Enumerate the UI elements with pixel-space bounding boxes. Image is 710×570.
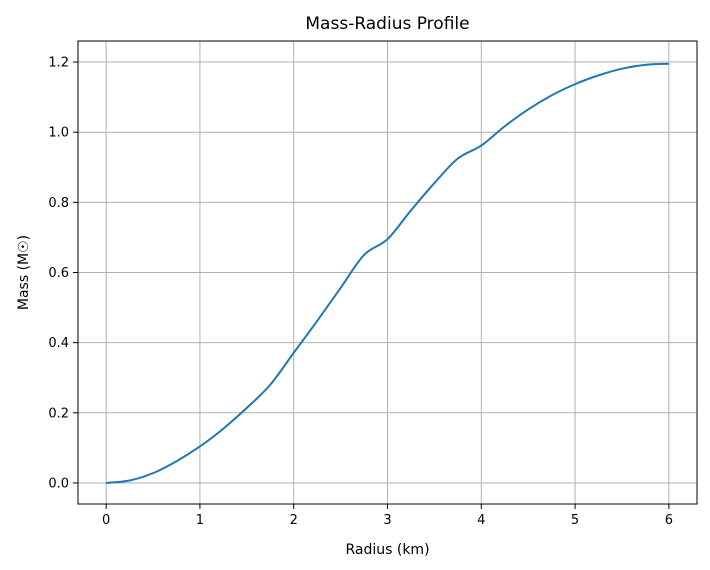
grid bbox=[78, 41, 697, 504]
y-tick-label: 1.2 bbox=[48, 56, 69, 71]
y-tick-label: 0.2 bbox=[48, 406, 69, 421]
x-tick-label: 3 bbox=[383, 513, 391, 528]
x-tick-label: 0 bbox=[102, 513, 110, 528]
x-tick-label: 1 bbox=[196, 513, 204, 528]
ticks: 0 1 2 3 4 5 6 0.0 0.2 0.4 0.6 0.8 1.0 1.2 bbox=[48, 56, 673, 528]
series-line bbox=[106, 62, 669, 484]
y-axis-label: Mass (M☉) bbox=[16, 235, 32, 310]
chart-title: Mass-Radius Profile bbox=[305, 14, 469, 34]
y-tick-label: 0.6 bbox=[48, 266, 69, 281]
x-tick-label: 6 bbox=[665, 513, 673, 528]
y-tick-label: 0.8 bbox=[48, 196, 69, 211]
x-tick-label: 5 bbox=[571, 513, 579, 528]
x-axis-label: Radius (km) bbox=[345, 542, 429, 558]
x-tick-label: 2 bbox=[290, 513, 298, 528]
y-tick-label: 0.0 bbox=[48, 476, 69, 491]
x-tick-label: 4 bbox=[477, 513, 485, 528]
y-tick-label: 1.0 bbox=[48, 126, 69, 141]
y-tick-label: 0.4 bbox=[48, 336, 69, 351]
